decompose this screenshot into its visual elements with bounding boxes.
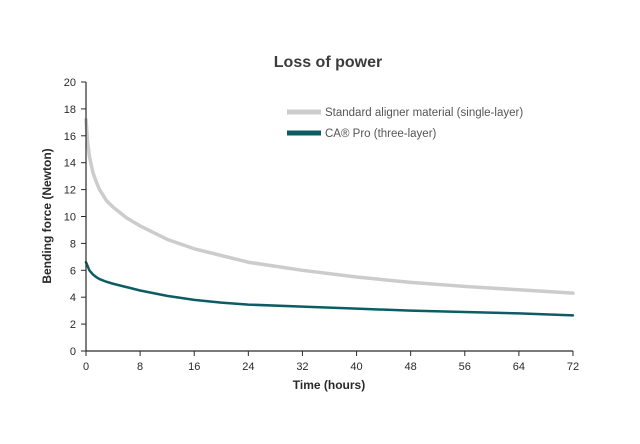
x-tick-label: 72 bbox=[567, 361, 579, 373]
x-axis-label: Time (hours) bbox=[293, 378, 365, 392]
legend-label-ca-pro: CA® Pro (three-layer) bbox=[325, 128, 437, 140]
y-tick-label: 6 bbox=[70, 265, 76, 277]
y-tick-label: 10 bbox=[64, 212, 76, 224]
x-tick-label: 56 bbox=[459, 361, 471, 373]
x-tick-label: 48 bbox=[405, 361, 417, 373]
y-tick-label: 12 bbox=[64, 185, 76, 197]
y-tick-label: 16 bbox=[64, 131, 76, 143]
y-tick-label: 2 bbox=[70, 319, 76, 331]
plot-area bbox=[84, 117, 575, 317]
y-tick-label: 20 bbox=[64, 77, 76, 89]
y-tick-label: 8 bbox=[70, 238, 76, 250]
x-tick-label: 40 bbox=[350, 361, 362, 373]
y-axis-label: Bending force (Newton) bbox=[40, 148, 54, 283]
chart-title: Loss of power bbox=[274, 54, 382, 71]
x-tick-label: 64 bbox=[513, 361, 525, 373]
legend-label-standard: Standard aligner material (single-layer) bbox=[325, 107, 523, 119]
series-line-ca-pro bbox=[84, 260, 575, 317]
x-tick-label: 24 bbox=[242, 361, 254, 373]
y-ticks: 0 2 4 6 8 10 12 14 16 18 20 bbox=[64, 77, 86, 358]
y-tick-label: 18 bbox=[64, 104, 76, 116]
legend: Standard aligner material (single-layer)… bbox=[287, 107, 523, 140]
x-ticks: 0 8 16 24 32 40 48 56 64 72 bbox=[83, 351, 579, 373]
y-tick-label: 14 bbox=[64, 158, 76, 170]
y-tick-label: 0 bbox=[70, 346, 76, 358]
x-tick-label: 32 bbox=[296, 361, 308, 373]
y-tick-label: 4 bbox=[70, 292, 76, 304]
x-tick-label: 0 bbox=[83, 361, 89, 373]
x-tick-label: 16 bbox=[188, 361, 200, 373]
series-line-standard bbox=[84, 117, 575, 295]
x-tick-label: 8 bbox=[137, 361, 143, 373]
